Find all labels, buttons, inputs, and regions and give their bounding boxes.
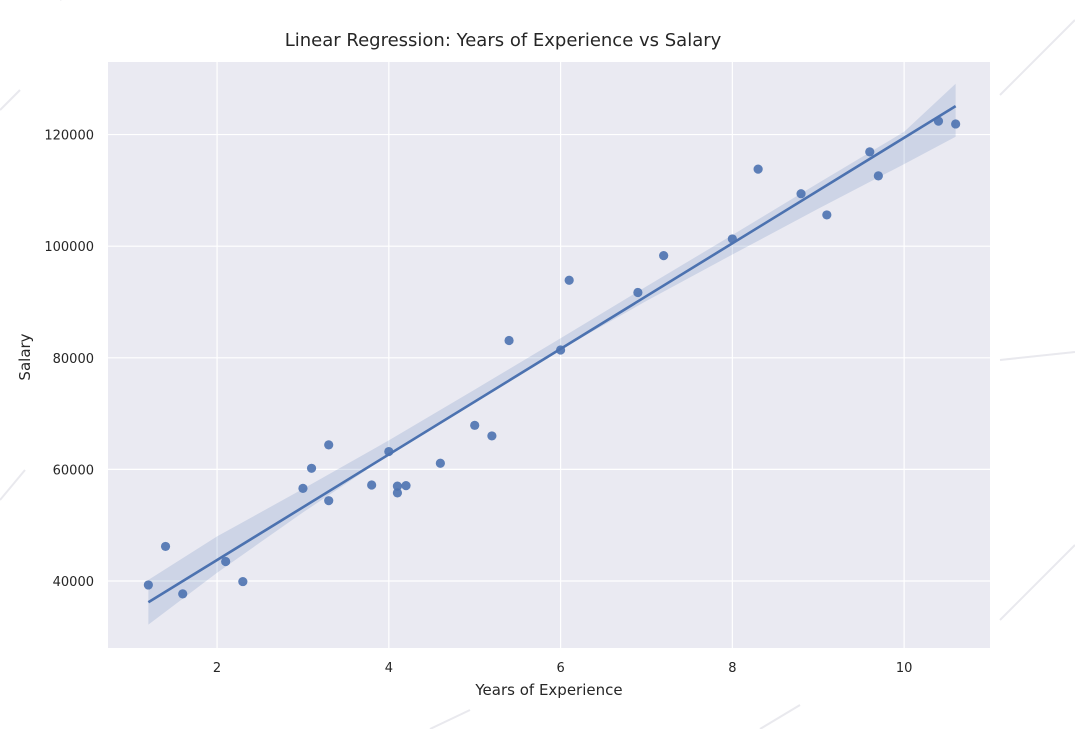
- data-point: [392, 481, 403, 491]
- grid: [108, 62, 990, 648]
- data-point: [384, 446, 394, 457]
- y-tick-label: 80000: [53, 352, 94, 367]
- data-point: [487, 431, 497, 441]
- x-tick-label: 8: [728, 661, 736, 676]
- data-point: [504, 335, 514, 346]
- chart-title: Linear Regression: Years of Experience v…: [285, 30, 722, 51]
- data-point: [160, 541, 171, 552]
- regression-line: [147, 104, 957, 604]
- data-point: [564, 275, 574, 285]
- x-tick-label: 4: [385, 661, 393, 676]
- y-tick-label: 40000: [53, 575, 94, 590]
- deco-line: [0, 89, 21, 111]
- data-point: [392, 488, 403, 498]
- data-point: [306, 463, 317, 473]
- x-tick-label: 6: [556, 661, 564, 676]
- y-tick-label: 120000: [44, 129, 94, 144]
- deco-line: [999, 19, 1075, 96]
- data-point: [143, 580, 153, 590]
- y-tick-label: 60000: [53, 463, 94, 478]
- data-point: [401, 480, 411, 491]
- data-point: [873, 171, 883, 181]
- deco-line: [999, 544, 1075, 621]
- data-point: [435, 458, 445, 468]
- data-point: [822, 210, 832, 220]
- y-axis-label: Salary: [16, 333, 34, 380]
- data-point: [324, 440, 334, 450]
- data-point: [221, 556, 231, 567]
- x-axis-label: Years of Experience: [474, 681, 622, 699]
- data-point: [178, 589, 188, 599]
- data-point: [470, 420, 480, 430]
- data-point: [555, 345, 566, 355]
- x-tick-label: 10: [896, 661, 913, 676]
- deco-line: [999, 351, 1075, 361]
- data-point: [951, 119, 961, 129]
- data-point: [324, 496, 334, 506]
- x-tick-label: 2: [213, 661, 221, 676]
- data-point: [796, 189, 806, 199]
- data-point: [367, 480, 377, 490]
- data-point: [753, 164, 763, 174]
- deco-line: [759, 704, 801, 729]
- regression-line-layer: [147, 104, 957, 604]
- deco-line: [429, 709, 471, 729]
- tick-labels: 2 4 6 8 10 40000 60000 80000 100000 120000: [44, 129, 912, 676]
- data-point: [933, 116, 944, 126]
- data-point: [727, 234, 737, 244]
- data-point: [633, 287, 643, 298]
- y-tick-label: 100000: [44, 240, 94, 255]
- data-point: [298, 483, 308, 493]
- data-point: [659, 251, 669, 261]
- deco-line: [0, 469, 26, 501]
- data-point: [238, 576, 248, 587]
- data-point: [865, 147, 875, 157]
- scatter-points: [143, 116, 961, 599]
